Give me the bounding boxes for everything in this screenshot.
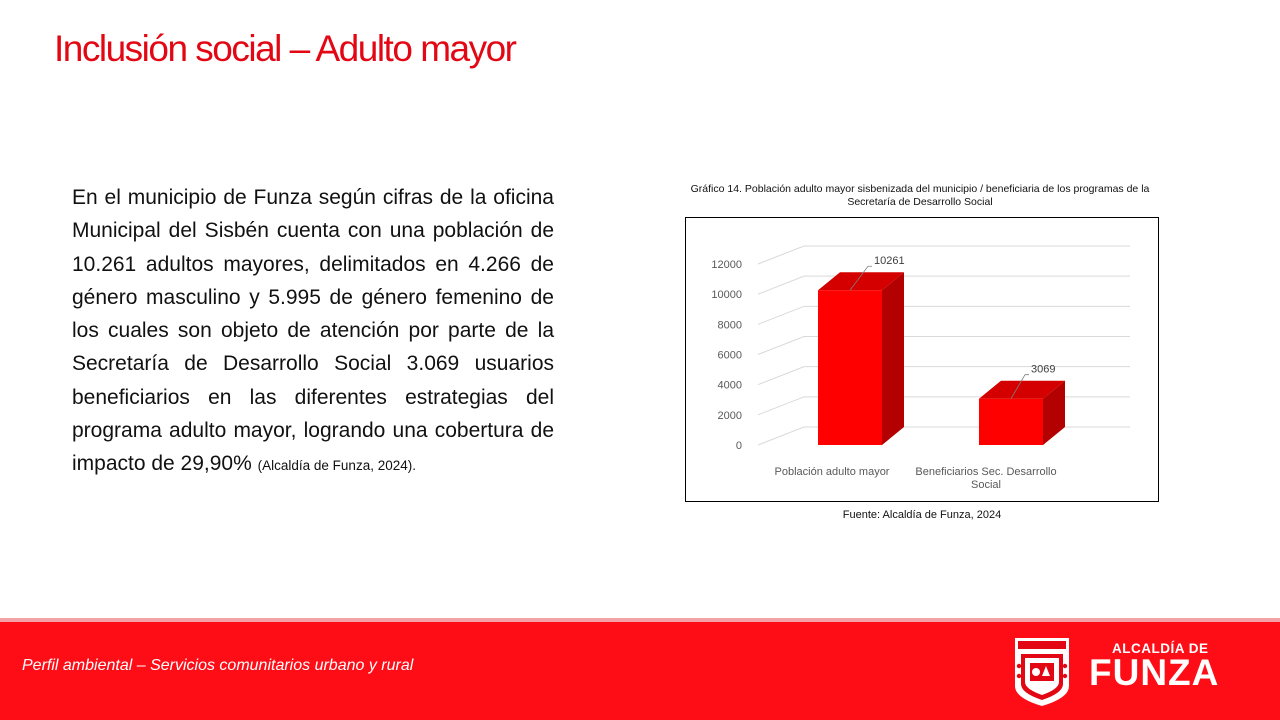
slide-title: Inclusión social – Adulto mayor	[54, 28, 517, 69]
x-category-label: Beneficiarios Sec. Desarrollo	[915, 466, 1056, 478]
data-label-leader	[849, 265, 872, 291]
footer-bar: Perfil ambiental – Servicios comunitario…	[0, 622, 1280, 720]
chart-source: Fuente: Alcaldía de Funza, 2024	[842, 509, 1002, 521]
gridline	[757, 336, 1130, 355]
footer-divider	[0, 618, 1280, 622]
gridline	[757, 426, 1130, 446]
gridline	[757, 366, 1130, 386]
y-tick-label: 10000	[711, 289, 742, 301]
gridline	[757, 245, 1130, 265]
x-category-label: Población adulto mayor	[775, 466, 890, 478]
y-tick-label: 12000	[711, 259, 742, 271]
x-category-label: Social	[971, 479, 1001, 491]
y-tick-label: 8000	[718, 319, 742, 331]
brand-subtitle: ALCALDÍA DE	[1112, 641, 1209, 656]
body-text: En el municipio de Funza según cifras de…	[72, 186, 554, 476]
chart-caption: Gráfico 14. Población adulto mayor sisbe…	[690, 183, 1150, 208]
y-tick-label: 4000	[718, 380, 742, 392]
body-paragraph: En el municipio de Funza según cifras de…	[72, 181, 554, 483]
y-tick-label: 2000	[718, 410, 742, 422]
bar-side	[1043, 380, 1065, 445]
brand-logo-text: FUNZA	[1089, 652, 1220, 693]
y-tick-label: 0	[736, 440, 742, 452]
data-label: 10261	[874, 255, 905, 267]
footer-text: Perfil ambiental – Servicios comunitario…	[22, 657, 414, 674]
funza-crest-icon	[1015, 638, 1069, 706]
bar-top	[979, 380, 1065, 399]
data-label: 3069	[1031, 364, 1055, 376]
bar	[818, 290, 882, 445]
body-citation: (Alcaldía de Funza, 2024).	[257, 458, 416, 474]
y-tick-label: 6000	[718, 350, 742, 362]
bar-side	[882, 272, 904, 445]
gridline	[757, 305, 1130, 325]
bar-top	[818, 272, 904, 291]
bar	[979, 398, 1043, 445]
chart-frame: 0 2000 4000 6000 8000 10000 12000 10261 Població…	[685, 217, 1159, 502]
gridline	[757, 396, 1130, 416]
data-label-leader	[1010, 374, 1029, 399]
bar-chart: 0 2000 4000 6000 8000 10000 12000 10261 Població…	[711, 245, 1130, 491]
gridline	[757, 275, 1130, 295]
